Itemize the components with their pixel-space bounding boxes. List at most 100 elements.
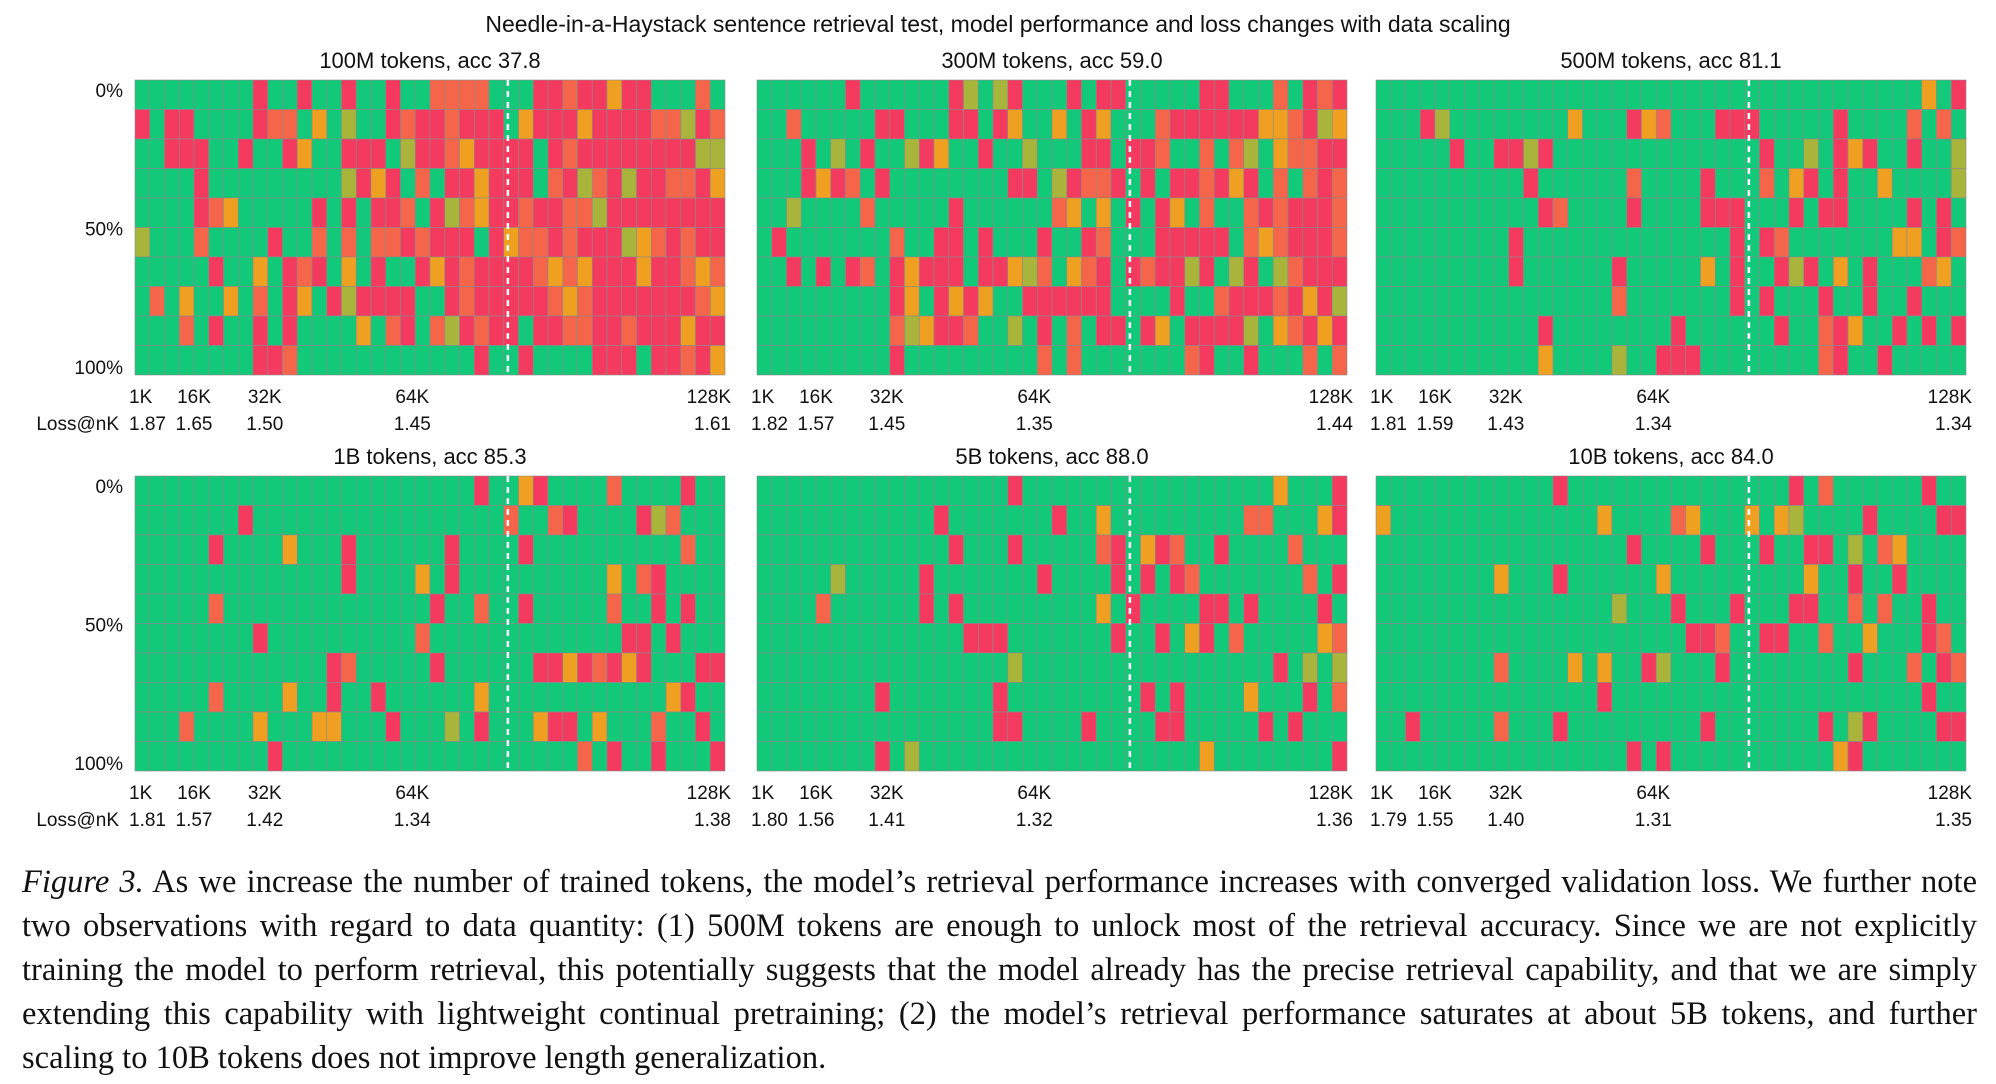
heatmap-cell	[963, 138, 979, 169]
heatmap-cell	[1950, 711, 1967, 742]
heatmap-cell	[1287, 475, 1304, 506]
heatmap-cell	[562, 623, 578, 654]
heatmap-cell	[208, 564, 224, 595]
heatmap-cell	[800, 197, 817, 228]
heatmap-cell	[1626, 475, 1642, 506]
heatmap-cell	[606, 168, 623, 199]
heatmap-cell	[786, 168, 802, 199]
heatmap-cell	[326, 138, 342, 169]
heatmap-cell	[815, 593, 832, 624]
heatmap-cell	[282, 593, 298, 624]
heatmap-cell	[149, 505, 165, 536]
heatmap-cell	[1125, 682, 1141, 713]
heatmap-cell	[1434, 682, 1451, 713]
heatmap-cell	[845, 345, 861, 376]
heatmap-cell	[1317, 286, 1333, 317]
heatmap-cell	[1744, 682, 1760, 713]
heatmap-cell	[1936, 652, 1952, 683]
heatmap-cell	[1700, 138, 1716, 169]
heatmap-cell	[252, 593, 269, 624]
heatmap-cell	[963, 475, 979, 506]
heatmap-cell	[1405, 475, 1421, 506]
heatmap-cell	[800, 286, 817, 317]
heatmap-cell	[1950, 623, 1967, 654]
heatmap-cell	[963, 315, 979, 346]
heatmap-cell	[830, 256, 846, 287]
heatmap-cell	[1243, 168, 1259, 199]
heatmap-cell	[1331, 109, 1348, 140]
heatmap-cell	[606, 623, 623, 654]
heatmap-cell	[963, 682, 979, 713]
heatmap-cell	[1405, 138, 1421, 169]
heatmap-cell	[267, 682, 283, 713]
heatmap-cell	[1729, 197, 1746, 228]
heatmap-cell	[1243, 345, 1259, 376]
heatmap-cell	[1243, 227, 1259, 258]
heatmap-cell	[1847, 564, 1864, 595]
heatmap-cell	[355, 475, 372, 506]
heatmap-cell	[1125, 741, 1141, 772]
heatmap-cell	[786, 534, 802, 565]
heatmap-cell	[473, 652, 490, 683]
heatmap-cell	[1493, 652, 1510, 683]
heatmap-cell	[1110, 197, 1127, 228]
heatmap-cell	[1655, 623, 1672, 654]
heatmap-cell	[1419, 286, 1436, 317]
heatmap-cell	[400, 286, 416, 317]
heatmap-cell	[414, 593, 431, 624]
heatmap-cell	[1685, 593, 1701, 624]
heatmap-cell	[680, 475, 696, 506]
heatmap-cell	[1419, 79, 1436, 110]
heatmap-cell	[933, 623, 950, 654]
heatmap-cell	[1508, 197, 1524, 228]
heatmap-cell	[918, 505, 935, 536]
heatmap-cell	[134, 168, 151, 199]
heatmap-cell	[296, 475, 313, 506]
heatmap-cell	[695, 682, 711, 713]
heatmap-cell	[992, 741, 1009, 772]
heatmap-cell	[1272, 79, 1289, 110]
heatmap-cell	[636, 345, 652, 376]
heatmap-cell	[1478, 564, 1495, 595]
heatmap-cell	[1449, 286, 1465, 317]
heatmap-cell	[904, 345, 920, 376]
loss-value: 1.34	[1935, 414, 1972, 435]
heatmap-cell	[859, 286, 876, 317]
heatmap-cell	[1213, 286, 1230, 317]
heatmap-cell	[355, 505, 372, 536]
heatmap-cell	[771, 138, 787, 169]
heatmap-cell	[1685, 197, 1701, 228]
heatmap-cell	[341, 534, 357, 565]
heatmap-cell	[1390, 534, 1406, 565]
heatmap-cell	[695, 286, 711, 317]
heatmap-cell	[1685, 741, 1701, 772]
heatmap-cell	[992, 711, 1009, 742]
heatmap-cell	[149, 168, 165, 199]
heatmap-cell	[385, 315, 401, 346]
heatmap-cell	[1626, 505, 1642, 536]
heatmap-cell	[621, 256, 637, 287]
heatmap-cell	[1891, 345, 1908, 376]
heatmap-cell	[771, 741, 787, 772]
heatmap-cell	[874, 534, 891, 565]
heatmap-cell	[1258, 197, 1274, 228]
heatmap-cell	[414, 564, 431, 595]
heatmap-cell	[591, 505, 608, 536]
heatmap-cell	[1022, 315, 1038, 346]
heatmap-cell	[1419, 534, 1436, 565]
heatmap-cell	[874, 256, 891, 287]
heatmap-cell	[1803, 286, 1819, 317]
heatmap-cell	[1847, 315, 1864, 346]
heatmap-cell	[977, 534, 994, 565]
heatmap-cell	[532, 741, 549, 772]
heatmap-cell	[606, 315, 623, 346]
heatmap-cell	[296, 79, 313, 110]
heatmap-cell	[282, 741, 298, 772]
heatmap-cell	[1051, 534, 1068, 565]
heatmap-cell	[786, 109, 802, 140]
heatmap-cell	[1537, 168, 1554, 199]
heatmap-cell	[193, 345, 210, 376]
heatmap-cell	[503, 564, 519, 595]
heatmap-cell	[591, 345, 608, 376]
heatmap-cell	[1095, 475, 1112, 506]
